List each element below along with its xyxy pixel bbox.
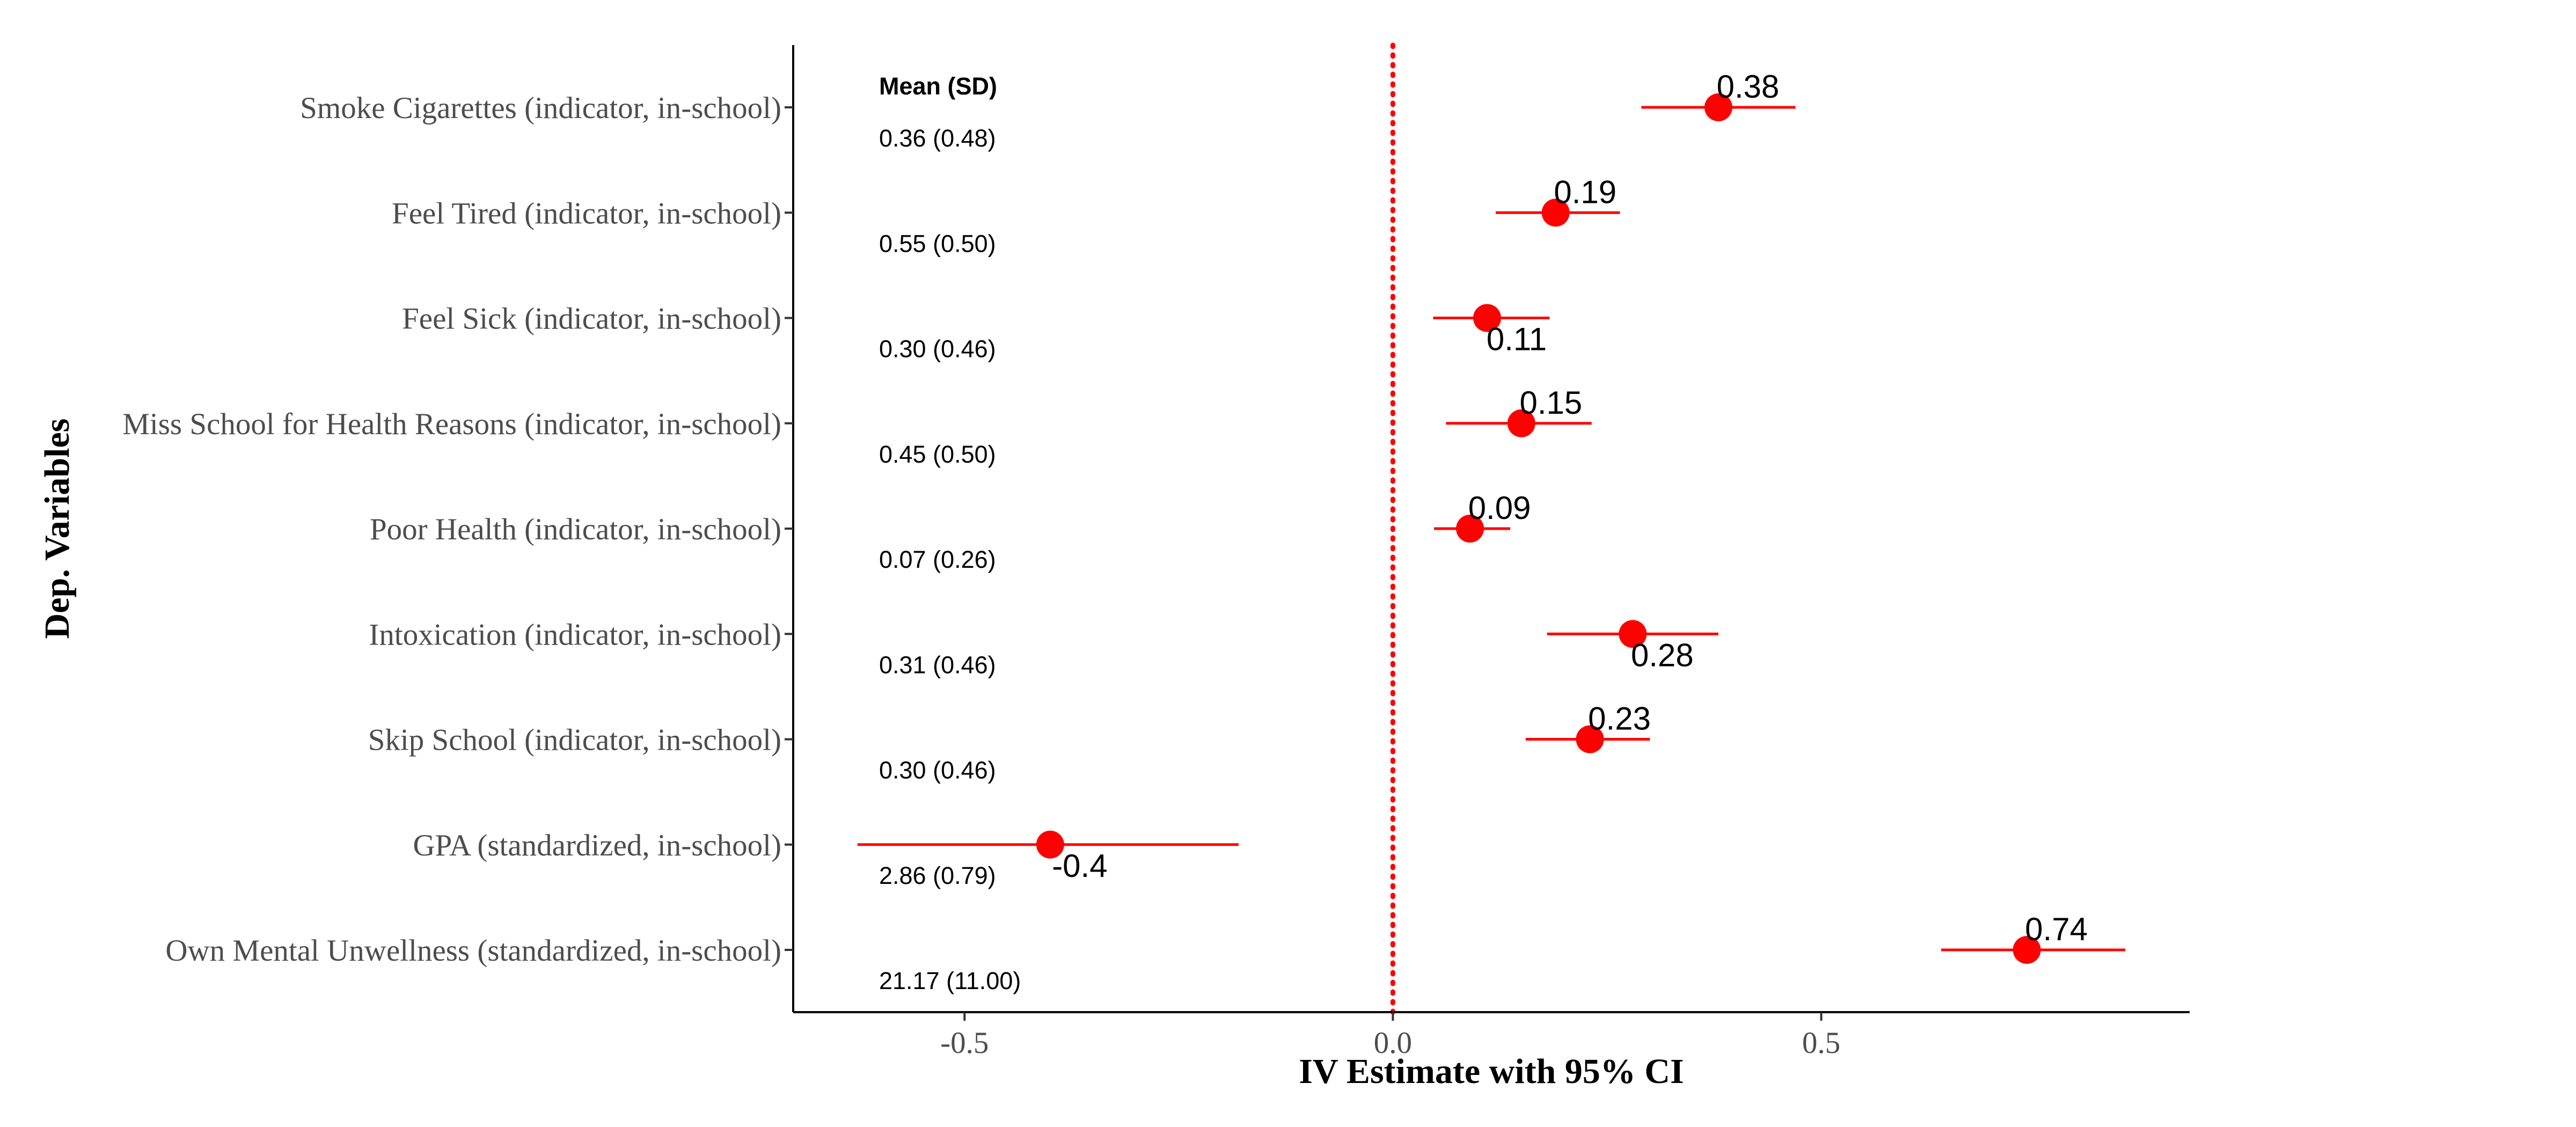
estimate-point xyxy=(1704,93,1733,121)
mean-sd-value: 0.30 (0.46) xyxy=(879,757,996,784)
estimate-label: -0.4 xyxy=(1052,848,1107,884)
mean-sd-value: 0.45 (0.50) xyxy=(879,441,996,468)
category-label: Miss School for Health Reasons (indicato… xyxy=(122,407,781,441)
estimate-point xyxy=(1036,830,1064,859)
estimate-label: 0.74 xyxy=(2025,911,2088,947)
estimate-point xyxy=(1473,304,1502,332)
category-label: GPA (standardized, in-school) xyxy=(413,829,781,862)
x-axis-title: IV Estimate with 95% CI xyxy=(1299,1052,1684,1091)
category-label: Skip School (indicator, in-school) xyxy=(368,723,781,757)
category-label: Own Mental Unwellness (standardized, in-… xyxy=(165,934,781,968)
mean-sd-value: 0.07 (0.26) xyxy=(879,546,996,573)
category-label: Poor Health (indicator, in-school) xyxy=(370,513,781,546)
estimate-point xyxy=(1507,409,1535,437)
mean-sd-value: 0.55 (0.50) xyxy=(879,230,996,257)
estimate-point xyxy=(1576,725,1604,753)
category-label: Feel Tired (indicator, in-school) xyxy=(392,196,781,230)
estimate-label: 0.09 xyxy=(1468,490,1531,526)
estimate-point xyxy=(2012,936,2041,964)
y-axis-title: Dep. Variables xyxy=(38,419,77,639)
mean-sd-value: 0.30 (0.46) xyxy=(879,335,996,363)
estimate-label: 0.11 xyxy=(1487,321,1547,357)
plot-area: -0.5 0.0 0.5 Mean (SD) Smoke Cigarettes (ind… xyxy=(122,42,2190,1060)
mean-sd-header: Mean (SD) xyxy=(879,72,997,100)
x-tick-label: -0.5 xyxy=(940,1026,989,1060)
estimate-label: 0.15 xyxy=(1519,385,1582,421)
estimate-point xyxy=(1619,620,1647,648)
estimate-point xyxy=(1456,515,1484,543)
estimate-point xyxy=(1541,199,1570,227)
category-label: Feel Sick (indicator, in-school) xyxy=(402,302,781,336)
mean-sd-value: 2.86 (0.79) xyxy=(879,862,996,889)
estimate-label: 0.23 xyxy=(1588,701,1651,737)
x-tick-label: 0.0 xyxy=(1374,1026,1412,1060)
category-label: Smoke Cigarettes (indicator, in-school) xyxy=(300,91,781,125)
estimate-label: 0.19 xyxy=(1554,174,1616,210)
mean-sd-value: 0.36 (0.48) xyxy=(879,125,996,152)
category-label: Intoxication (indicator, in-school) xyxy=(369,618,781,652)
estimate-label: 0.28 xyxy=(1631,637,1694,673)
estimate-label: 0.38 xyxy=(1717,69,1780,105)
mean-sd-value: 0.31 (0.46) xyxy=(879,651,996,678)
x-tick-label: 0.5 xyxy=(1802,1026,1840,1060)
mean-sd-value: 21.17 (11.00) xyxy=(879,967,1021,994)
